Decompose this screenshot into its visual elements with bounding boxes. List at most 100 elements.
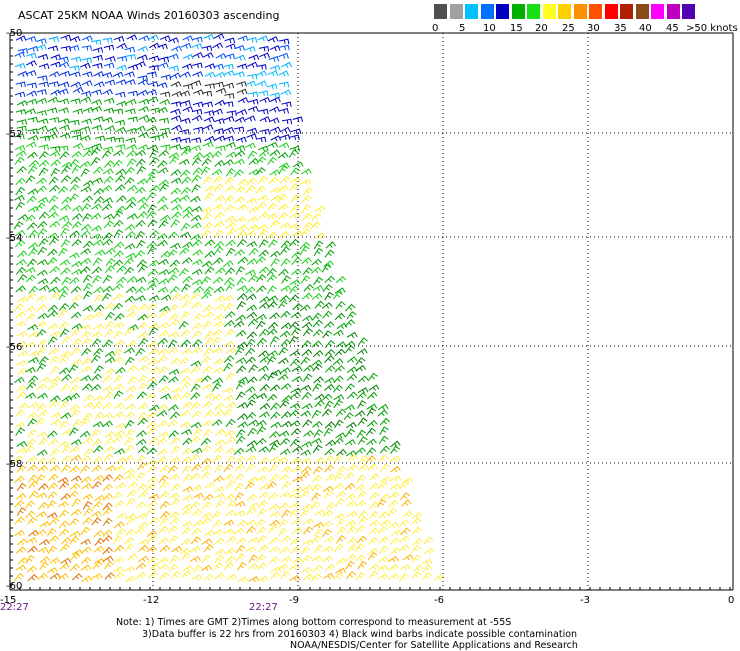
wind-barb — [149, 404, 160, 412]
wind-barb — [247, 91, 259, 98]
wind-barb — [38, 501, 49, 510]
wind-barb — [189, 195, 201, 203]
wind-barb — [369, 519, 381, 527]
wind-barb — [38, 81, 49, 88]
wind-barb — [70, 347, 81, 356]
wind-barb — [202, 124, 214, 131]
wind-barb — [256, 273, 267, 283]
wind-barb — [25, 392, 37, 399]
wind-barb — [103, 453, 114, 462]
wind-barb — [68, 302, 79, 311]
wind-barb — [14, 156, 25, 165]
wind-barb — [169, 285, 181, 294]
wind-barb — [28, 247, 38, 257]
wind-barb — [71, 150, 83, 158]
wind-barb — [92, 239, 104, 246]
wind-barb — [235, 357, 247, 364]
wind-barb — [36, 362, 47, 372]
wind-barb — [193, 126, 204, 133]
wind-barb — [247, 476, 259, 483]
wind-barb — [245, 230, 257, 237]
wind-barb — [82, 274, 93, 284]
wind-barb — [25, 313, 37, 322]
wind-barb — [345, 571, 357, 580]
wind-barb — [236, 109, 248, 116]
wind-barb — [378, 511, 389, 519]
wind-barb — [355, 364, 367, 372]
wind-barb — [311, 555, 323, 562]
wind-barb — [223, 562, 234, 571]
wind-barb — [192, 313, 204, 321]
wind-barb — [16, 447, 27, 454]
wind-barb — [72, 338, 82, 347]
wind-barb — [322, 520, 333, 528]
wind-barb — [105, 257, 116, 267]
wind-barb — [193, 285, 204, 294]
wind-barb — [180, 339, 191, 347]
wind-barb — [365, 427, 376, 436]
wind-barb — [50, 89, 62, 96]
wind-barb — [146, 125, 158, 133]
wind-barb — [135, 149, 147, 157]
wind-barb — [258, 108, 269, 115]
wind-barb — [92, 54, 103, 61]
wind-barb — [90, 354, 101, 364]
wind-barb — [81, 118, 93, 125]
wind-barb — [367, 391, 378, 400]
wind-barb — [93, 474, 105, 482]
wind-barb — [170, 483, 181, 492]
wind-barb — [93, 347, 104, 356]
wind-barb — [113, 137, 125, 143]
wind-barb — [82, 412, 94, 421]
wind-barb — [90, 147, 101, 156]
wind-barb — [124, 419, 135, 429]
wind-barb — [58, 355, 70, 364]
legend-swatch — [635, 4, 649, 19]
wind-barb — [69, 183, 80, 192]
wind-barb — [399, 519, 410, 528]
wind-barb — [191, 536, 202, 545]
wind-barb — [71, 260, 83, 268]
wind-barb — [190, 80, 202, 87]
wind-barb — [167, 249, 178, 258]
wind-barb — [136, 196, 148, 204]
wind-barb — [35, 529, 47, 536]
wind-barb — [137, 445, 149, 454]
wind-barb — [236, 276, 247, 286]
wind-barb — [46, 456, 58, 465]
wind-barb — [135, 219, 146, 228]
wind-barb — [49, 265, 61, 274]
wind-barb — [368, 563, 380, 571]
wind-barb — [48, 473, 59, 482]
wind-barb — [57, 477, 69, 484]
wind-barb — [346, 500, 357, 507]
wind-barb — [223, 528, 235, 535]
wind-barb — [116, 276, 127, 285]
wind-barb — [181, 527, 192, 536]
wind-barb — [60, 204, 71, 211]
wind-barb — [149, 149, 159, 158]
wind-barb — [290, 194, 301, 203]
wind-barb — [124, 543, 135, 553]
wind-barb — [157, 204, 169, 212]
wind-barb — [300, 490, 311, 499]
wind-barb — [279, 294, 290, 303]
wind-barb — [411, 512, 423, 520]
wind-barb — [49, 557, 61, 564]
wind-barb — [60, 493, 71, 501]
wind-barb — [191, 108, 203, 115]
wind-barb — [181, 348, 193, 355]
wind-barb — [278, 142, 290, 149]
wind-barb — [236, 365, 247, 374]
wind-barb — [257, 223, 268, 231]
wind-barb — [301, 292, 313, 300]
wind-barb — [235, 329, 247, 337]
wind-barb — [368, 547, 379, 555]
wind-barb — [226, 573, 238, 581]
wind-barb — [246, 304, 258, 312]
wind-barb — [27, 165, 38, 175]
wind-barb — [214, 492, 226, 500]
wind-barb — [60, 34, 72, 41]
legend-swatch — [682, 4, 695, 19]
wind-barb — [212, 520, 223, 529]
